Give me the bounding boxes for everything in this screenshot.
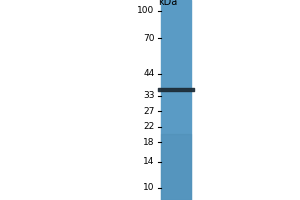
Text: kDa: kDa — [158, 0, 178, 7]
Text: 44: 44 — [143, 69, 155, 78]
Text: 10: 10 — [143, 183, 154, 192]
Text: 33: 33 — [143, 91, 154, 100]
Text: 27: 27 — [143, 107, 154, 116]
Text: 70: 70 — [143, 34, 154, 43]
Text: 22: 22 — [143, 122, 155, 131]
Text: 18: 18 — [143, 138, 154, 147]
Text: 14: 14 — [143, 157, 154, 166]
Text: 100: 100 — [137, 6, 154, 15]
